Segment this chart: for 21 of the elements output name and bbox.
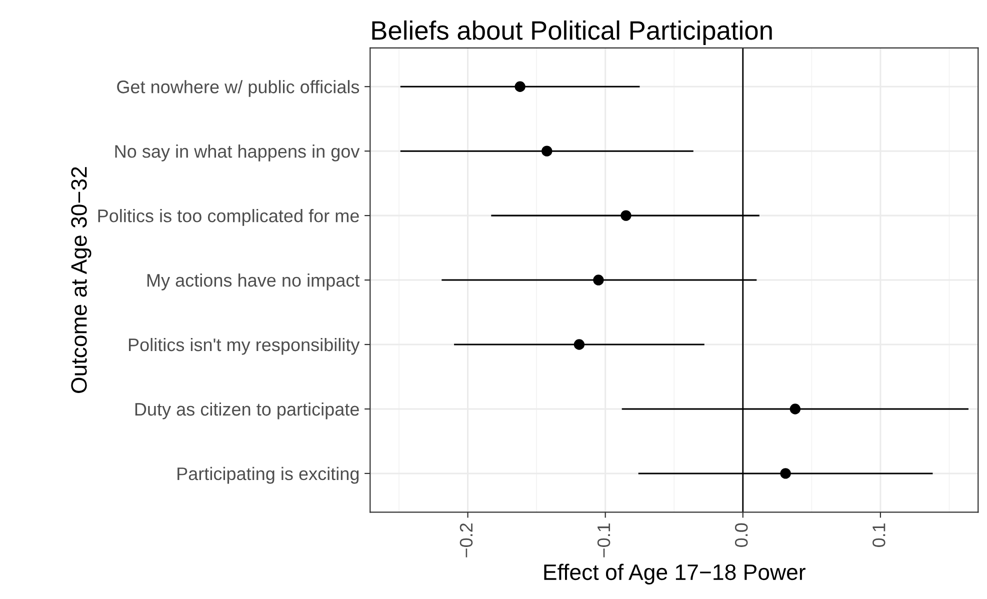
y-tick-label: My actions have no impact xyxy=(147,273,360,290)
point xyxy=(574,339,585,350)
x-axis-title: Effect of Age 17−18 Power xyxy=(544,564,806,584)
point xyxy=(620,210,632,221)
x-tick-label: −0.2 xyxy=(460,523,473,558)
point xyxy=(514,81,526,92)
point xyxy=(542,146,552,156)
y-axis-title: Outcome at Age 30−32 xyxy=(71,167,92,393)
point xyxy=(790,404,801,414)
y-tick-label: Participating is exciting xyxy=(178,466,359,484)
y-tick-label: Duty as citizen to participate xyxy=(135,402,359,420)
x-tick-label: −0.1 xyxy=(597,523,610,558)
y-tick-label: Politics isn't my responsibility xyxy=(128,338,360,355)
point xyxy=(780,468,791,479)
x-tick-label: 0.0 xyxy=(734,523,748,547)
point xyxy=(593,274,604,286)
y-tick-label: Get nowhere w/ public officials xyxy=(117,80,360,97)
x-tick-label: 0.1 xyxy=(872,523,886,547)
y-tick-label: Politics is too complicated for me xyxy=(98,209,359,226)
chart-title: Beliefs about Political Participation xyxy=(372,20,772,46)
y-tick-label: No say in what happens in gov xyxy=(115,144,360,162)
